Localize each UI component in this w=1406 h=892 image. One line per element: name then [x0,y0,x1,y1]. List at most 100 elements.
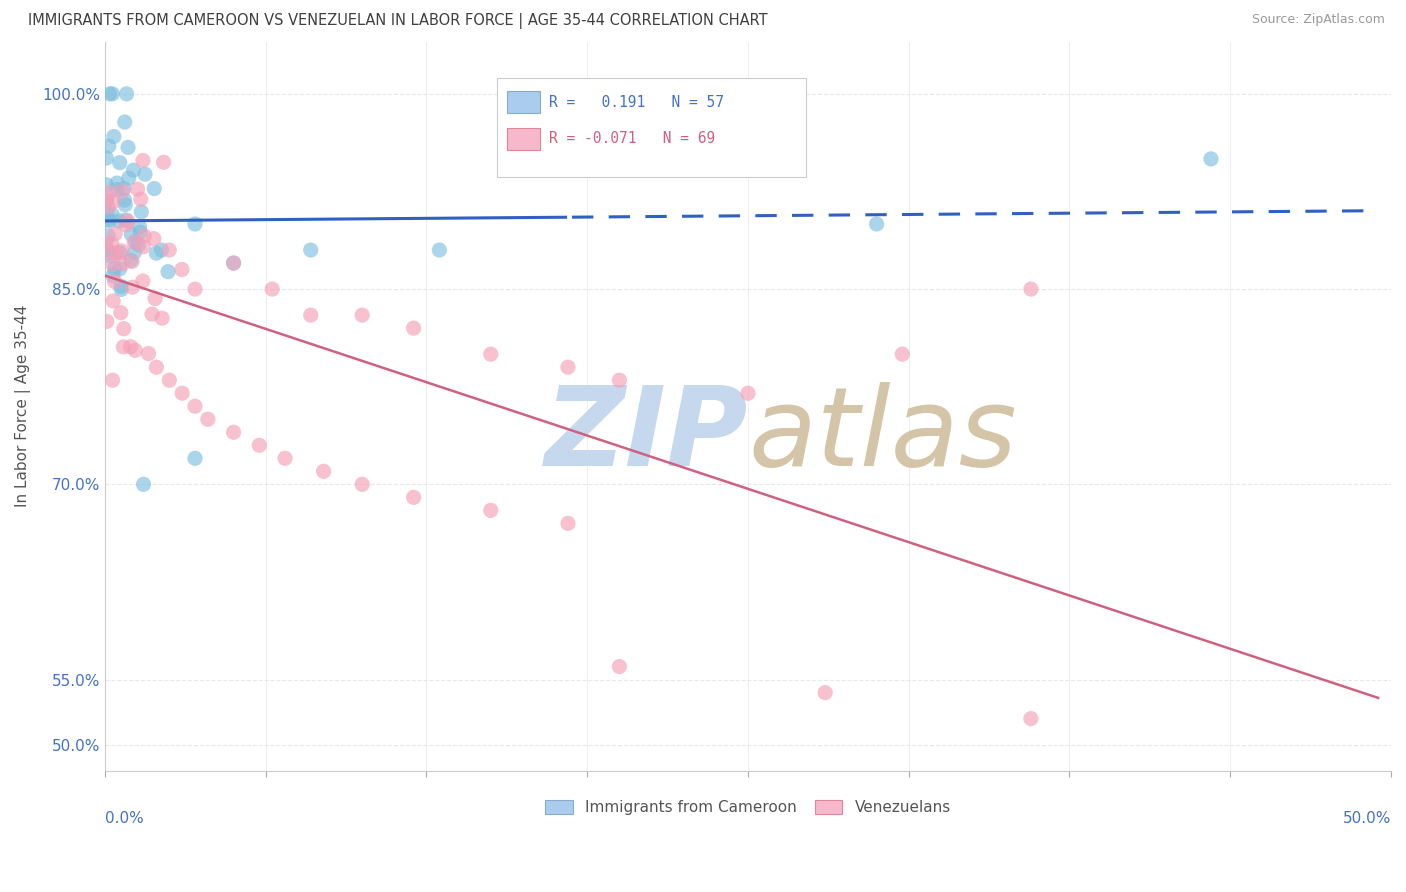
Point [132,477,155,491]
Point [142,232,165,246]
Point [114,193,136,207]
Point [97,200,120,214]
Point [114,115,136,129]
Point [105,176,128,190]
Legend: Immigrants from Cameroon, Venezuelans: Immigrants from Cameroon, Venezuelans [538,794,957,822]
Point [132,153,155,168]
Point [108,155,131,169]
Point [117,140,139,154]
Point [129,205,152,219]
Point [737,386,759,401]
Point [98,249,121,263]
Point [105,245,128,260]
Point [96,178,118,192]
Point [104,227,127,241]
Point [110,282,132,296]
Point [609,659,631,673]
Point [112,181,135,195]
Point [96,205,118,219]
Point [108,214,131,228]
Point [103,129,125,144]
Point [112,340,135,354]
Point [150,243,173,257]
Point [101,87,124,101]
Point [132,274,155,288]
Point [96,192,118,206]
Text: atlas: atlas [748,382,1017,489]
Point [96,151,118,165]
Point [143,181,166,195]
Point [152,155,174,169]
Point [129,225,152,239]
Point [115,87,138,101]
Point [96,213,118,227]
Point [134,228,156,243]
Point [101,373,124,387]
Point [120,253,142,268]
Point [114,213,136,227]
Point [143,292,166,306]
Point [132,240,155,254]
Point [299,243,322,257]
Y-axis label: In Labor Force | Age 35-44: In Labor Force | Age 35-44 [15,305,31,508]
Point [101,208,124,222]
Point [312,464,335,478]
Point [114,197,136,211]
Text: IMMIGRANTS FROM CAMEROON VS VENEZUELAN IN LABOR FORCE | AGE 35-44 CORRELATION CH: IMMIGRANTS FROM CAMEROON VS VENEZUELAN I… [28,13,768,29]
Point [145,360,167,375]
Bar [508,128,540,150]
Point [427,243,450,257]
Point [557,360,579,375]
Point [110,279,132,293]
Point [108,261,131,276]
Point [127,182,149,196]
Point [222,256,245,270]
Point [96,194,118,208]
Point [402,321,425,335]
Point [96,243,118,257]
Point [129,192,152,206]
Point [1019,282,1042,296]
Point [121,280,143,294]
Text: 50.0%: 50.0% [1343,811,1391,826]
Point [184,451,207,466]
Point [479,347,502,361]
Point [98,213,121,227]
Point [128,238,150,252]
Point [96,235,118,249]
Point [101,268,124,283]
Point [98,87,121,101]
Point [197,412,219,426]
Point [814,685,837,699]
Point [111,184,134,198]
Point [97,139,120,153]
Point [891,347,914,361]
Text: ZIP: ZIP [544,382,748,489]
Point [121,254,143,268]
Point [222,256,245,270]
Point [101,236,124,251]
Point [103,261,125,276]
Point [157,265,180,279]
Point [101,257,124,271]
Point [124,343,146,358]
Point [274,451,297,466]
Point [134,167,156,181]
Text: R = -0.071   N = 69: R = -0.071 N = 69 [548,131,714,146]
Point [110,306,132,320]
Point [172,386,194,401]
Point [157,243,180,257]
Point [122,235,145,249]
Point [184,282,207,296]
Point [247,438,270,452]
Text: 0.0%: 0.0% [105,811,143,826]
Point [105,183,128,197]
Point [184,399,207,413]
Point [101,293,124,308]
Point [170,262,193,277]
Point [115,218,138,232]
Point [96,314,118,328]
Point [184,217,207,231]
Point [128,219,150,234]
Point [222,425,245,440]
